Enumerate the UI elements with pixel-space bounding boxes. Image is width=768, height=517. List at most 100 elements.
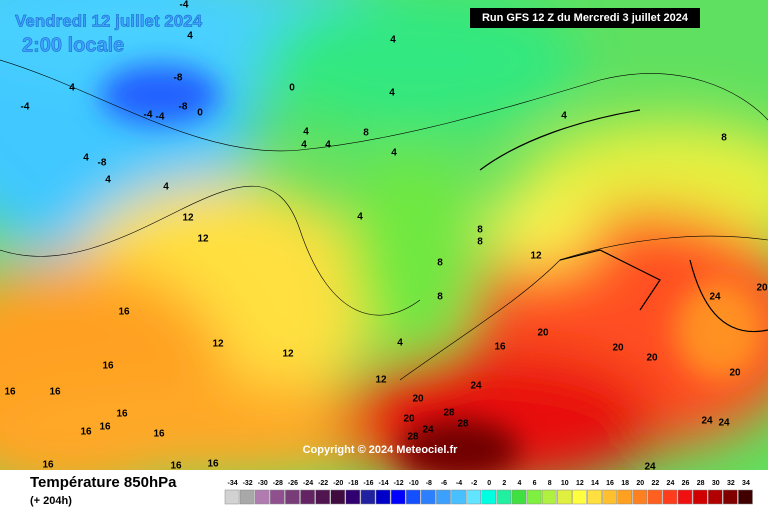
contour-label: -8 — [98, 158, 107, 169]
legend-swatch — [405, 489, 421, 505]
contour-label: 12 — [282, 349, 294, 360]
contour-label: -4 — [180, 0, 189, 11]
legend-swatch — [707, 489, 723, 505]
contour-label: 4 — [390, 35, 396, 46]
legend-swatch — [541, 489, 557, 505]
legend-label: 32 — [727, 480, 735, 487]
legend-swatch — [375, 489, 391, 505]
contour-label: 24 — [644, 462, 656, 473]
legend-swatch — [647, 489, 663, 505]
legend-label: 12 — [576, 480, 584, 487]
contour-label: 4 — [83, 153, 89, 164]
contour-label: 4 — [397, 338, 403, 349]
contour-label: -4 — [144, 110, 153, 121]
legend-swatch — [632, 489, 648, 505]
contour — [0, 185, 421, 316]
legend-label: -4 — [456, 480, 462, 487]
legend-swatch — [345, 489, 361, 505]
legend-label: 20 — [636, 480, 644, 487]
copyright: Copyright © 2024 Meteociel.fr — [303, 444, 459, 456]
legend-label: 22 — [651, 480, 659, 487]
contour-label: 16 — [116, 409, 128, 420]
legend-swatch — [390, 489, 406, 505]
legend-swatch — [330, 489, 346, 505]
legend-label: -6 — [441, 480, 447, 487]
contour-label: 20 — [756, 283, 768, 294]
legend-label: 14 — [591, 480, 599, 487]
legend-label: -16 — [363, 480, 373, 487]
legend-label: 8 — [548, 480, 552, 487]
legend-swatch — [239, 489, 255, 505]
legend-label: 4 — [517, 480, 521, 487]
footer-title: Température 850hPa — [30, 474, 177, 491]
contour-label: 16 — [118, 307, 130, 318]
contour-label: 16 — [102, 361, 114, 372]
legend-swatch — [572, 489, 587, 505]
legend-label: -2 — [471, 480, 477, 487]
legend-label: -18 — [348, 480, 358, 487]
legend-label: 28 — [697, 480, 705, 487]
contour-label: 4 — [357, 212, 363, 223]
map-date: Vendredi 12 juillet 2024 — [15, 11, 203, 30]
contour-label: 24 — [470, 381, 482, 392]
contour-label: 16 — [4, 387, 16, 398]
contour-label: 12 — [530, 251, 542, 262]
legend-label: 24 — [667, 480, 675, 487]
contour-label: 0 — [289, 83, 295, 94]
legend-swatch — [224, 489, 240, 505]
legend-swatch — [723, 489, 738, 505]
contour-label: -8 — [179, 102, 188, 113]
legend-swatch — [270, 489, 285, 505]
legend-swatch — [556, 489, 572, 505]
contour-label: 20 — [403, 414, 415, 425]
contour-label: 20 — [537, 328, 549, 339]
contour-label: 8 — [721, 133, 727, 144]
legend-label: -24 — [303, 480, 313, 487]
legend-swatch — [662, 489, 678, 505]
legend-swatch — [285, 489, 300, 505]
contour-label: 4 — [561, 111, 567, 122]
legend-swatch — [496, 489, 512, 505]
legend-swatch — [481, 489, 497, 505]
contour-label: 24 — [422, 425, 434, 436]
contour-label: -4 — [21, 102, 30, 113]
contour-label: 16 — [80, 427, 92, 438]
legend-swatch — [738, 489, 753, 505]
legend-swatch — [617, 489, 632, 505]
contour-label: 8 — [477, 225, 483, 236]
coastline — [479, 109, 768, 333]
map — [0, 0, 768, 470]
legend-label: 0 — [487, 480, 491, 487]
legend-label: 30 — [712, 480, 720, 487]
legend-label: 16 — [606, 480, 614, 487]
legend-label: -20 — [333, 480, 343, 487]
contour-label: 24 — [701, 416, 713, 427]
legend-label: -10 — [409, 480, 419, 487]
legend-label: -22 — [318, 480, 328, 487]
legend-label: -32 — [243, 480, 253, 487]
contour-label: 16 — [207, 459, 219, 470]
legend-label: 10 — [561, 480, 569, 487]
contour-label: 4 — [325, 140, 331, 151]
legend-swatch — [602, 489, 617, 505]
legend-label: -12 — [394, 480, 404, 487]
contour-label: 12 — [212, 339, 224, 350]
contour-label: 4 — [105, 175, 111, 186]
contour-label: 8 — [437, 258, 443, 269]
contour-label: 20 — [612, 343, 624, 354]
contour-label: 8 — [477, 237, 483, 248]
legend-swatch — [511, 489, 527, 505]
legend-swatch — [254, 489, 270, 505]
contour-label: 16 — [170, 461, 182, 472]
run-info: Run GFS 12 Z du Mercredi 3 juillet 2024 — [482, 12, 689, 24]
legend-swatch — [360, 489, 376, 505]
legend-label: 18 — [621, 480, 629, 487]
contour-label: 4 — [187, 31, 193, 42]
legend-swatch — [436, 489, 451, 505]
contour-label: 16 — [494, 342, 506, 353]
contour-label: 4 — [69, 83, 75, 94]
contour — [0, 59, 768, 152]
legend-label: -28 — [273, 480, 283, 487]
contour-label: 16 — [49, 387, 61, 398]
